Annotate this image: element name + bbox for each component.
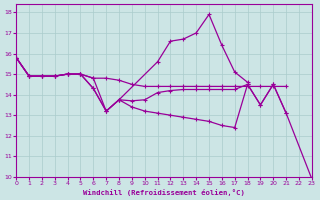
X-axis label: Windchill (Refroidissement éolien,°C): Windchill (Refroidissement éolien,°C)	[83, 189, 245, 196]
